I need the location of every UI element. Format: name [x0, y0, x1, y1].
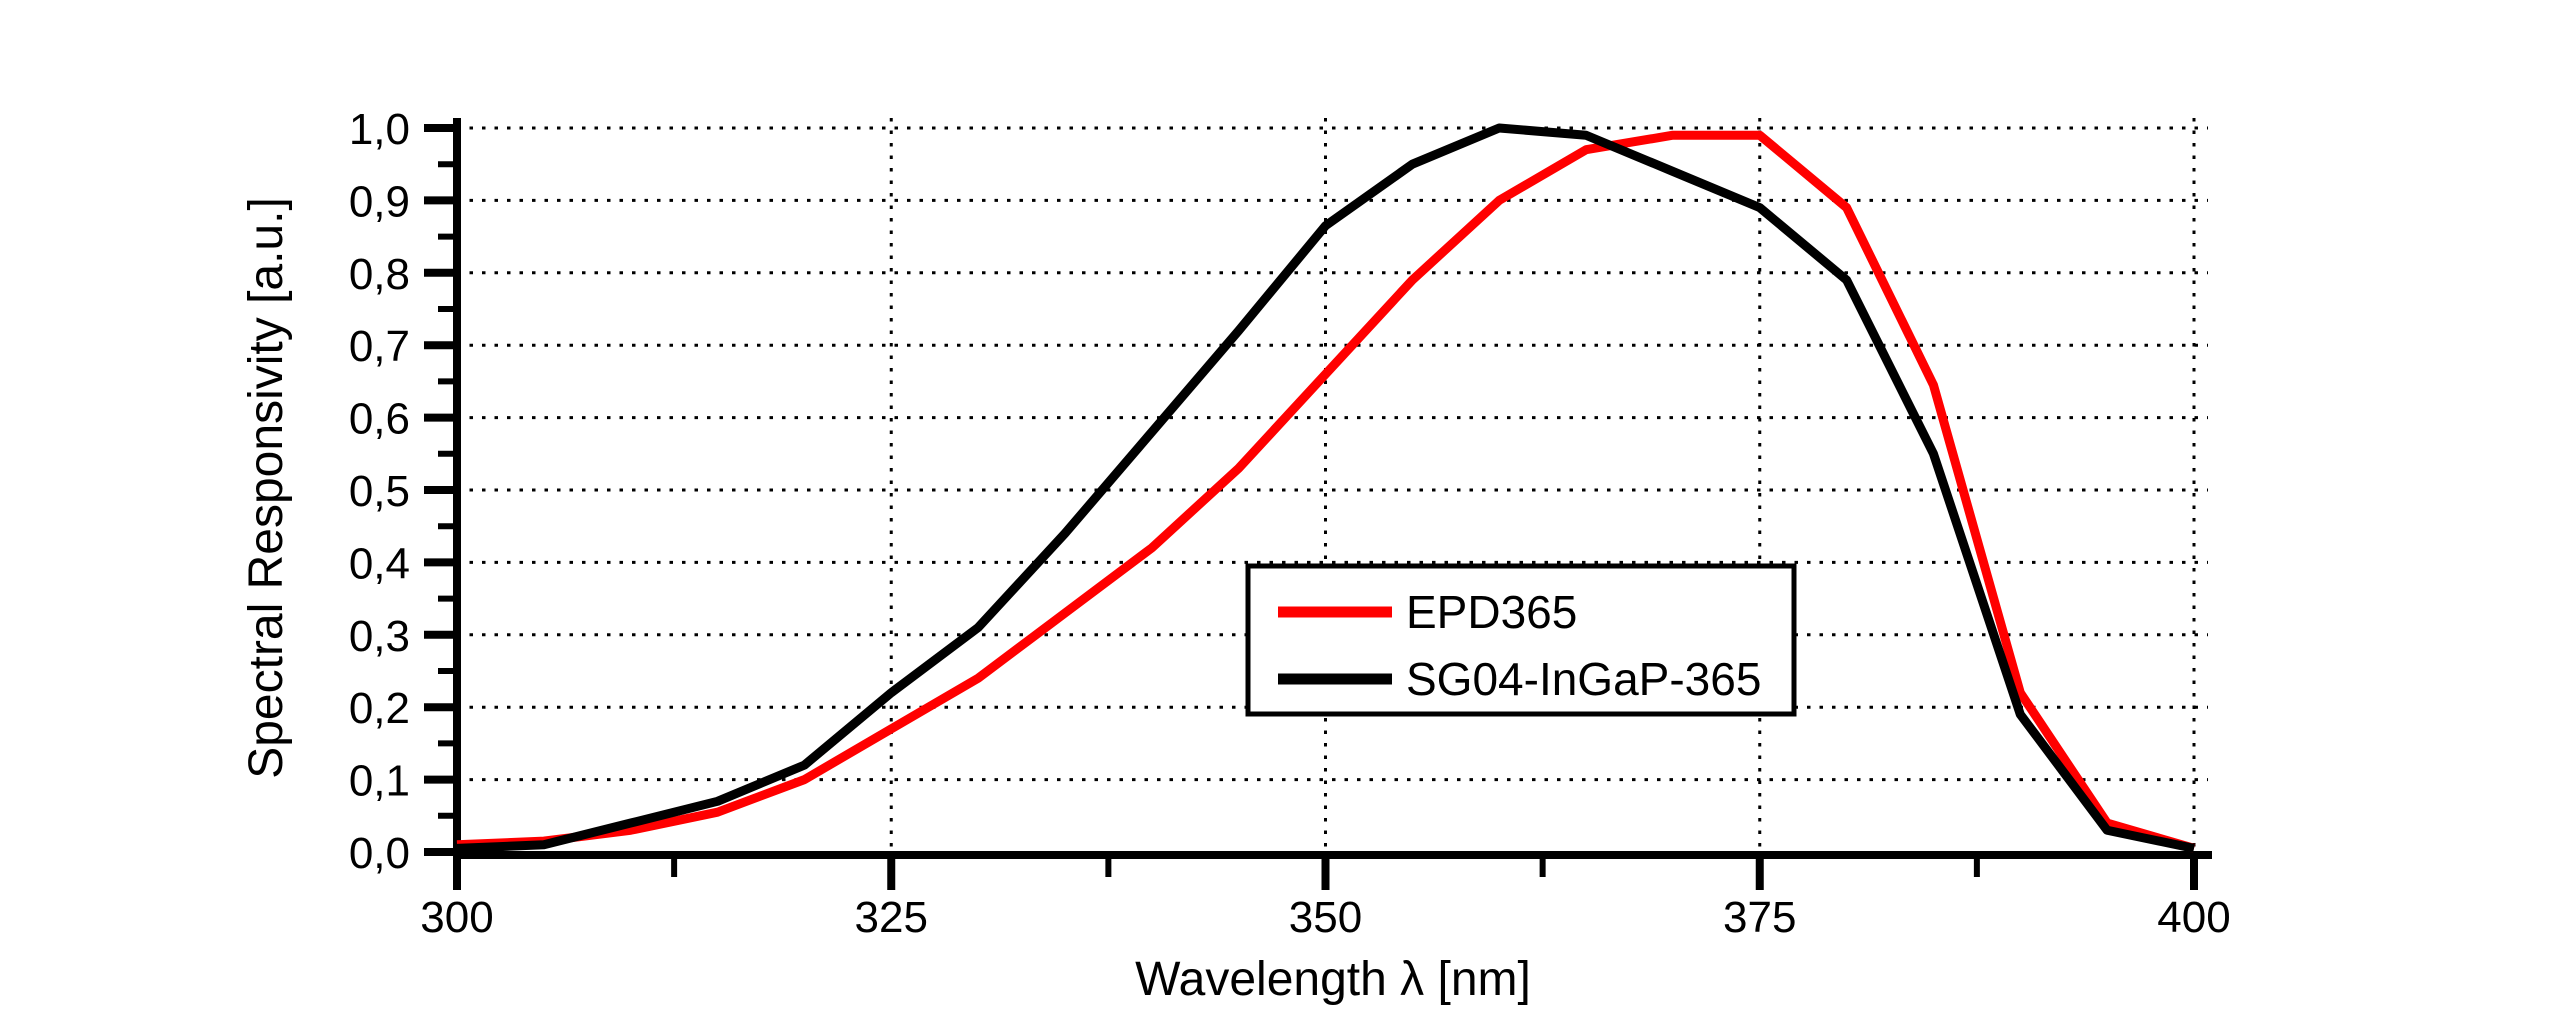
legend-label-sg04: SG04-InGaP-365	[1406, 653, 1761, 705]
y-axis-title: Spectral Responsivity [a.u.]	[240, 197, 293, 779]
data-series-lines	[456, 123, 2196, 853]
legend-label-epd365: EPD365	[1406, 586, 1577, 638]
axis-tick-labels: 0,0 0,1 0,2 0,3 0,4 0,5 0,6 0,7 0,8 0,9 1,0 300 325 3…	[349, 105, 2231, 942]
x-tick-label: 400	[2157, 893, 2230, 942]
axis-spines	[453, 118, 2212, 861]
y-tick-label: 0,4	[349, 539, 410, 588]
y-tick-label: 0,5	[349, 467, 410, 516]
x-tick-label: 300	[420, 893, 493, 942]
y-tick-label: 0,3	[349, 612, 410, 661]
y-tick-label: 1,0	[349, 105, 410, 154]
y-tick-label: 0,6	[349, 395, 410, 444]
x-axis-title: Wavelength λ [nm]	[1135, 953, 1531, 1006]
y-tick-label: 0,2	[349, 684, 410, 733]
y-tick-label: 0,1	[349, 757, 410, 806]
y-tick-label: 0,9	[349, 177, 410, 226]
x-tick-label: 325	[855, 893, 928, 942]
x-tick-label: 375	[1723, 893, 1796, 942]
y-tick-label: 0,7	[349, 322, 410, 371]
y-tick-label: 0,0	[349, 829, 410, 878]
y-tick-label: 0,8	[349, 250, 410, 299]
series-line-sg04-ingap-365	[456, 123, 2195, 853]
x-tick-label: 350	[1289, 893, 1362, 942]
legend: EPD365 SG04-InGaP-365	[1245, 563, 1797, 717]
legend-box	[1245, 563, 1797, 717]
series-line-epd365	[456, 130, 2196, 853]
